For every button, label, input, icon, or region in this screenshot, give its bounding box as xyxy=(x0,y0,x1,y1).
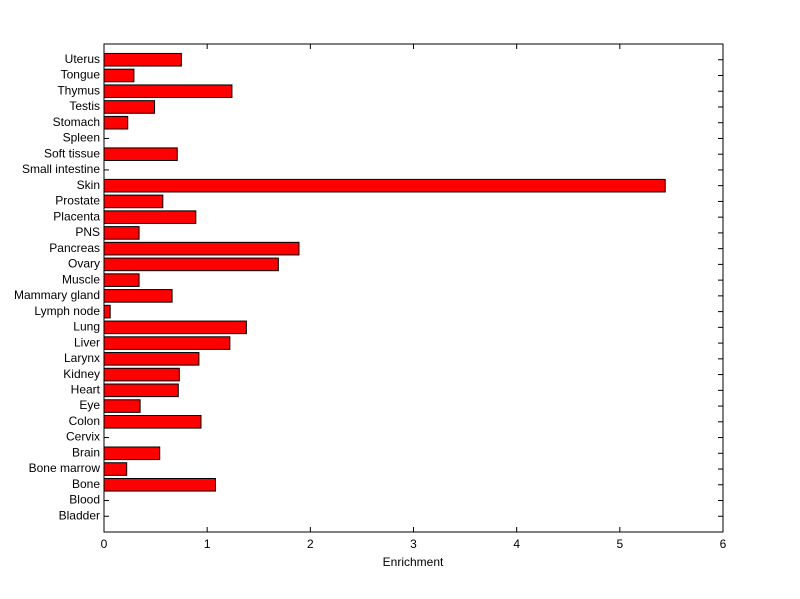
y-tick-label: Eye xyxy=(79,398,100,412)
bar xyxy=(103,115,129,130)
y-tick-label: Bladder xyxy=(59,508,100,522)
y-tick-label: Uterus xyxy=(65,52,100,66)
bar xyxy=(103,352,200,366)
bar xyxy=(103,68,135,83)
y-tick-label: Prostate xyxy=(55,194,100,208)
y-tick-label: Tongue xyxy=(61,68,101,82)
x-tick-label: 2 xyxy=(307,537,314,551)
y-tick-label: Placenta xyxy=(53,209,100,223)
bar xyxy=(103,336,231,350)
bar xyxy=(103,52,182,67)
y-tick-label: Testis xyxy=(69,99,100,113)
bar xyxy=(103,320,247,335)
bar xyxy=(103,100,156,114)
y-tick-label: Cervix xyxy=(66,430,100,444)
bar xyxy=(103,446,161,461)
x-axis-label: Enrichment xyxy=(383,555,444,569)
bar xyxy=(103,304,111,319)
bar xyxy=(103,178,666,193)
bar xyxy=(103,194,164,209)
y-tick-label: Small intestine xyxy=(22,162,100,176)
bar xyxy=(103,399,141,413)
x-tick-label: 1 xyxy=(204,537,211,551)
bar xyxy=(103,289,173,303)
y-tick-label: Ovary xyxy=(68,257,100,271)
bar xyxy=(103,462,128,476)
bar xyxy=(103,226,140,240)
y-tick-label: Pancreas xyxy=(49,241,100,255)
x-tick-label: 3 xyxy=(410,537,417,551)
x-tick-label: 4 xyxy=(513,537,520,551)
y-tick-label: Bone xyxy=(72,477,100,491)
bar xyxy=(103,415,202,429)
y-tick-label: Muscle xyxy=(62,272,100,286)
y-tick-label: Lung xyxy=(73,320,100,334)
y-tick-label: Colon xyxy=(69,414,100,428)
bar xyxy=(103,383,179,398)
bar xyxy=(103,477,216,492)
y-tick-label: Soft tissue xyxy=(44,146,100,160)
y-tick-label: Brain xyxy=(72,445,100,459)
y-tick-label: Mammary gland xyxy=(14,288,100,302)
bar xyxy=(103,84,233,99)
y-tick-label: Liver xyxy=(74,335,100,349)
y-tick-label: Thymus xyxy=(57,83,100,97)
y-tick-label: Heart xyxy=(71,382,101,396)
bar xyxy=(103,257,279,272)
bar xyxy=(103,147,178,161)
y-tick-label: Lymph node xyxy=(34,304,100,318)
y-tick-label: Bone marrow xyxy=(29,461,101,475)
y-tick-label: PNS xyxy=(75,225,100,239)
x-tick-label: 6 xyxy=(720,537,727,551)
x-tick-label: 0 xyxy=(101,537,108,551)
y-tick-label: Blood xyxy=(69,493,100,507)
y-tick-label: Skin xyxy=(77,178,100,192)
x-tick-label: 5 xyxy=(616,537,623,551)
y-tick-label: Stomach xyxy=(53,115,100,129)
y-tick-label: Larynx xyxy=(64,351,100,365)
y-tick-label: Spleen xyxy=(63,131,100,145)
bar xyxy=(103,210,197,224)
plot-frame xyxy=(103,43,724,533)
bar xyxy=(103,241,300,256)
bar xyxy=(103,273,140,287)
bar xyxy=(103,367,180,382)
y-tick-label: Kidney xyxy=(63,367,100,381)
